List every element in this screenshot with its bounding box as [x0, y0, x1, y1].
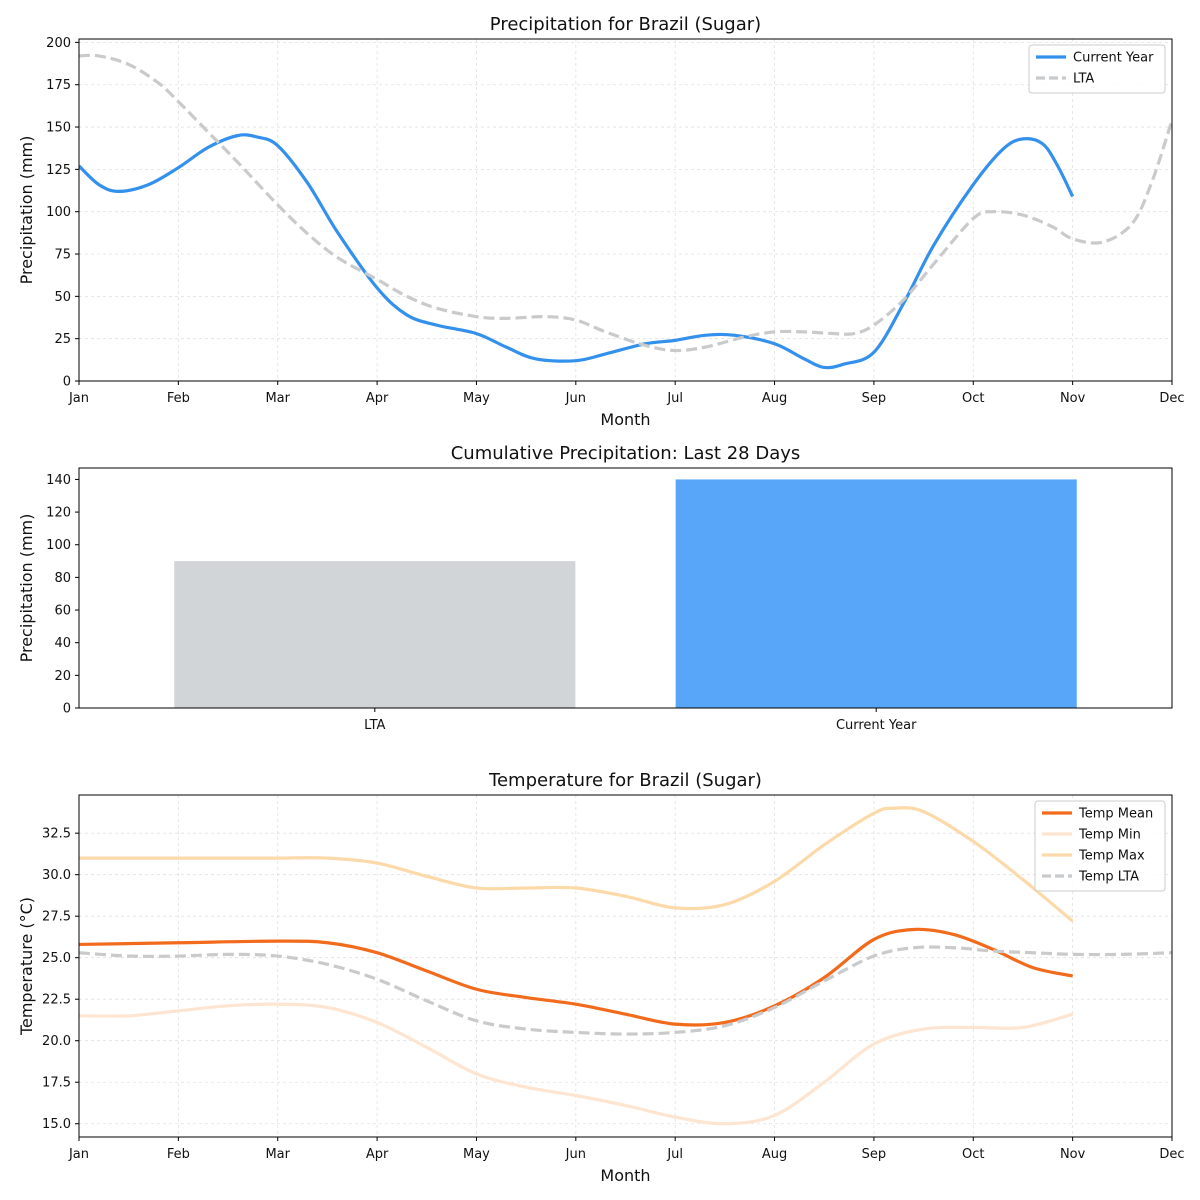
x-tick-label: Jun: [565, 391, 586, 406]
x-tick-label: Oct: [962, 391, 984, 406]
y-tick-label: 125: [46, 163, 71, 178]
y-tick-label: 175: [46, 78, 71, 93]
y-tick-label: 0: [63, 702, 71, 717]
x-tick-label: LTA: [364, 718, 385, 733]
x-tick-label: Apr: [366, 1147, 389, 1162]
chart-2: Jan Feb Mar Apr May Jun Jul Aug Sep Oct Nov Dec 15.0…: [17, 770, 1185, 1185]
x-tick-label: Mar: [265, 391, 290, 406]
x-tick-label: Feb: [167, 391, 190, 406]
bar-current-year: [675, 479, 1077, 708]
plot-frame: [78, 794, 1173, 1138]
x-tick-label: Aug: [762, 391, 787, 406]
x-tick-label: Sep: [862, 1147, 887, 1162]
y-tick-label: 0: [63, 375, 71, 390]
y-tick-label: 120: [46, 506, 71, 521]
legend-box: [1034, 800, 1166, 892]
chart-0: Jan Feb Mar Apr May Jun Jul Aug Sep Oct Nov Dec 0 25 5…: [17, 14, 1185, 429]
x-tick-label: Current Year: [836, 718, 917, 733]
plot-frame: [78, 38, 1173, 382]
x-tick-label: May: [463, 391, 490, 406]
chart-1: LTA Current Year 0 20 40 60 80 100 120 140 Cumulat…: [17, 443, 1173, 733]
y-tick-label: 22.5: [42, 993, 71, 1008]
series-line-temp-mean: [79, 927, 1073, 1027]
y-tick-label: 75: [54, 248, 71, 263]
chart-title: Precipitation for Brazil (Sugar): [490, 14, 761, 35]
y-tick-label: 60: [54, 604, 71, 619]
x-tick-label: May: [463, 1147, 490, 1162]
legend-label: LTA: [1073, 72, 1094, 87]
x-tick-label: Dec: [1159, 1147, 1184, 1162]
x-tick-label: Nov: [1060, 1147, 1086, 1162]
y-tick-label: 40: [54, 636, 71, 651]
x-tick-label: Dec: [1159, 391, 1184, 406]
y-axis-label: Precipitation (mm): [17, 514, 36, 663]
x-tick-label: Apr: [366, 391, 389, 406]
series-line-temp-lta: [79, 945, 1172, 1036]
y-tick-label: 100: [46, 538, 71, 553]
y-axis-label: Temperature (°C): [17, 897, 36, 1036]
y-tick-label: 25: [54, 332, 71, 347]
legend-label: Temp Mean: [1078, 807, 1153, 822]
y-tick-label: 15.0: [42, 1117, 71, 1132]
y-tick-label: 50: [54, 290, 71, 305]
y-tick-label: 27.5: [42, 910, 71, 925]
legend-label: Temp LTA: [1078, 870, 1139, 885]
x-tick-label: Nov: [1060, 391, 1086, 406]
x-tick-label: Jan: [68, 1147, 89, 1162]
legend-label: Temp Max: [1078, 849, 1145, 864]
x-tick-label: Jun: [565, 1147, 586, 1162]
x-tick-label: Aug: [762, 1147, 787, 1162]
y-tick-label: 25.0: [42, 951, 71, 966]
bar-lta: [174, 561, 576, 708]
legend: Temp Mean Temp Min Temp Max Temp LTA: [1034, 800, 1166, 892]
x-tick-label: Jul: [666, 391, 683, 406]
x-tick-label: Jul: [666, 1147, 683, 1162]
x-tick-label: Mar: [265, 1147, 290, 1162]
series-line-temp-min: [79, 1002, 1074, 1126]
x-axis-label: Month: [600, 1166, 650, 1185]
series-line-current-year: [79, 133, 1075, 370]
x-tick-label: Oct: [962, 1147, 984, 1162]
x-axis-label: Month: [600, 410, 650, 429]
legend: Current Year LTA: [1028, 44, 1166, 94]
chart-title: Cumulative Precipitation: Last 28 Days: [451, 443, 801, 464]
plot-frame: [78, 467, 1173, 709]
series-line-temp-max: [79, 806, 1074, 923]
y-tick-label: 150: [46, 121, 71, 136]
y-tick-label: 20.0: [42, 1034, 71, 1049]
chart-title: Temperature for Brazil (Sugar): [488, 770, 762, 791]
grid: [78, 39, 1173, 382]
x-tick-label: Jan: [68, 391, 89, 406]
y-axis-label: Precipitation (mm): [17, 136, 36, 285]
series-line-lta: [79, 53, 1172, 353]
y-tick-label: 32.5: [42, 827, 71, 842]
y-tick-label: 30.0: [42, 868, 71, 883]
y-tick-label: 20: [54, 669, 71, 684]
legend-label: Temp Min: [1078, 828, 1141, 843]
y-tick-label: 200: [46, 36, 71, 51]
y-tick-label: 100: [46, 205, 71, 220]
x-tick-label: Feb: [167, 1147, 190, 1162]
y-tick-label: 17.5: [42, 1076, 71, 1091]
legend-label: Current Year: [1073, 51, 1154, 66]
y-tick-label: 80: [54, 571, 71, 586]
grid: [78, 795, 1173, 1137]
y-tick-label: 140: [46, 473, 71, 488]
x-tick-label: Sep: [862, 391, 887, 406]
